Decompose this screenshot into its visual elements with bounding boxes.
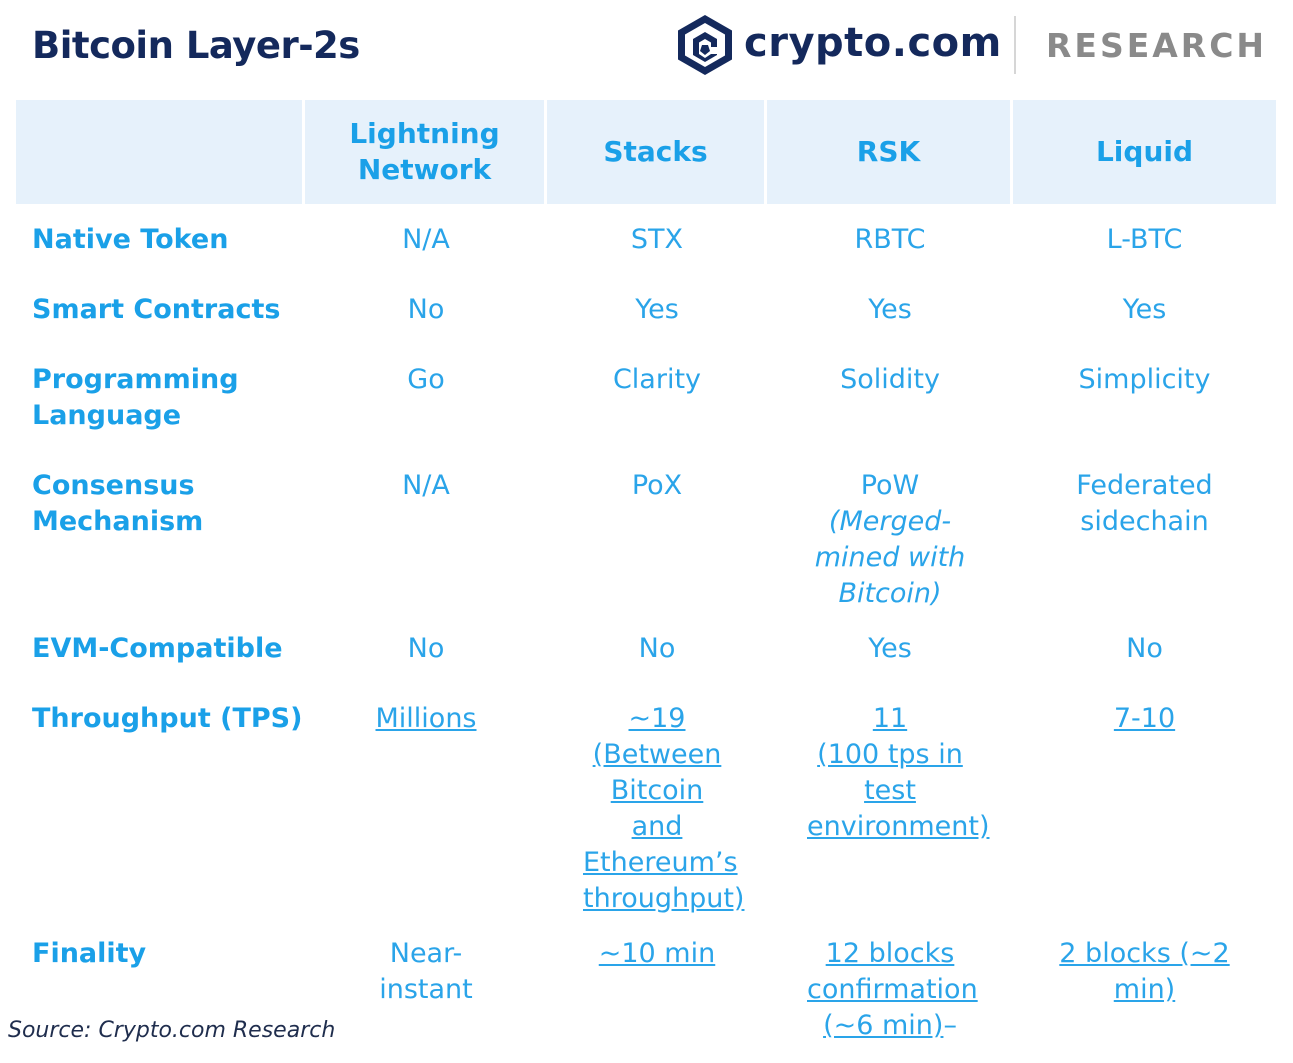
cell-note: (Between Bitcoin and Ethereum’s throughp…	[583, 739, 745, 914]
table-cell: N/A	[305, 450, 547, 613]
crypto-com-logo-icon	[678, 15, 732, 75]
cell-value: Millions	[375, 703, 477, 734]
table-cell: Federated sidechain	[1013, 450, 1276, 613]
table-cell: Simplicity	[1013, 344, 1276, 450]
table-cell: Yes	[767, 274, 1013, 344]
table-cell: Yes	[767, 613, 1013, 683]
cell-value: ~19	[628, 703, 686, 734]
cell-value: No	[638, 633, 676, 664]
cell-value: No	[1126, 633, 1163, 664]
table-row: Finality Near-instant ~10 min 12 blocks con…	[16, 918, 1276, 1048]
cell-value: N/A	[402, 470, 450, 501]
table-cell: Solidity	[767, 344, 1013, 450]
cell-note: (Merged-mined with Bitcoin)	[814, 506, 966, 609]
table-row: Throughput (TPS) Millions ~19 (Between Bitc…	[16, 683, 1276, 918]
cell-link[interactable]: Millions	[345, 701, 507, 737]
cell-link[interactable]: ~10 min	[583, 936, 731, 972]
cell-value: Near-instant	[379, 938, 473, 1005]
corner-header-cell	[16, 100, 305, 204]
table-cell: PoX	[547, 450, 767, 613]
table-row: EVM-Compatible No No Yes No	[16, 613, 1276, 683]
cell-note: (100 tps in test environment)	[807, 739, 990, 842]
row-label: Programming Language	[32, 364, 239, 431]
cell-value: Go	[407, 364, 445, 395]
cell-value: RBTC	[854, 224, 926, 255]
table-cell: 11 (100 tps in test environment)	[767, 683, 1013, 918]
cell-value: PoX	[631, 470, 683, 501]
table-row: Programming Language Go Clarity Solidity Sim…	[16, 344, 1276, 450]
table-cell: Go	[305, 344, 547, 450]
table-row: Smart Contracts No Yes Yes Yes	[16, 274, 1276, 344]
row-label: Finality	[32, 938, 147, 969]
cell-value: No	[407, 633, 445, 664]
table-cell: PoW (Merged-mined with Bitcoin)	[767, 450, 1013, 613]
table-cell: No	[305, 613, 547, 683]
column-header-lightning: Lightning Network	[305, 100, 547, 204]
row-label: Throughput (TPS)	[32, 703, 303, 734]
table-cell: ~10 min	[547, 918, 767, 1048]
table-cell: RBTC	[767, 204, 1013, 274]
table-cell: 7-10	[1013, 683, 1276, 918]
cell-link[interactable]: 7-10	[1043, 701, 1246, 737]
page-title: Bitcoin Layer-2s	[32, 24, 360, 67]
cell-suffix: –	[943, 1010, 957, 1041]
table-cell: Yes	[1013, 274, 1276, 344]
table-row: Native Token N/A STX RBTC L-BTC	[16, 204, 1276, 274]
cell-value: ~10 min	[598, 938, 716, 969]
cell-value: Simplicity	[1078, 364, 1211, 395]
table-cell: Millions	[305, 683, 547, 918]
cell-value: 11	[872, 703, 908, 734]
cell-value: L-BTC	[1106, 224, 1183, 255]
table-cell: No	[547, 613, 767, 683]
cell-value: Yes	[1122, 294, 1167, 325]
cell-link[interactable]: ~19 (Between Bitcoin and Ethereum’s throu…	[583, 701, 745, 917]
table-cell: L-BTC	[1013, 204, 1276, 274]
brand-divider	[1014, 16, 1016, 74]
table-cell: ~19 (Between Bitcoin and Ethereum’s throu…	[547, 683, 767, 918]
row-label: EVM-Compatible	[32, 633, 283, 664]
column-header-rsk: RSK	[767, 100, 1013, 204]
cell-link[interactable]: 12 blocks confirmation (~6 min)	[807, 938, 978, 1041]
cell-value: Yes	[635, 294, 679, 325]
cell-value: 2 blocks (~2 min)	[1059, 938, 1230, 1005]
brand-section: RESEARCH	[1046, 26, 1268, 65]
table-cell: Near-instant	[305, 918, 547, 1048]
cell-link[interactable]: 2 blocks (~2 min)	[1043, 936, 1246, 1008]
row-label: Smart Contracts	[32, 294, 281, 325]
row-label: Consensus Mechanism	[32, 470, 204, 537]
brand-name: crypto.com	[744, 20, 1002, 66]
cell-value: Federated sidechain	[1076, 470, 1213, 537]
table-cell: Clarity	[547, 344, 767, 450]
table-cell: No	[1013, 613, 1276, 683]
row-label: Native Token	[32, 224, 229, 255]
cell-value: Clarity	[612, 364, 702, 395]
comparison-table: Lightning Network Stacks RSK Liquid Nati…	[16, 100, 1276, 1048]
source-caption: Source: Crypto.com Research	[8, 1018, 336, 1043]
table-row: Consensus Mechanism N/A PoX PoW (Merged-mine…	[16, 450, 1276, 613]
header-row: Lightning Network Stacks RSK Liquid	[16, 100, 1276, 204]
table-cell: 12 blocks confirmation (~6 min)–	[767, 918, 1013, 1048]
cell-value: 7-10	[1113, 703, 1176, 734]
cell-link[interactable]: 11 (100 tps in test environment)	[807, 701, 990, 845]
column-header-liquid: Liquid	[1013, 100, 1276, 204]
table-cell: N/A	[305, 204, 547, 274]
cell-value: No	[407, 294, 445, 325]
table-cell: Yes	[547, 274, 767, 344]
brand-logo-group: crypto.com RESEARCH	[676, 12, 1266, 78]
cell-value: Yes	[868, 294, 912, 325]
cell-value: Yes	[868, 633, 912, 664]
cell-value: 12 blocks confirmation (~6 min)	[807, 938, 978, 1041]
column-header-stacks: Stacks	[547, 100, 767, 204]
cell-value: Solidity	[840, 364, 940, 395]
cell-value: STX	[630, 224, 684, 255]
cell-value: N/A	[402, 224, 450, 255]
table-cell: 2 blocks (~2 min)	[1013, 918, 1276, 1048]
table-cell: No	[305, 274, 547, 344]
table-cell: STX	[547, 204, 767, 274]
cell-value: PoW	[860, 470, 920, 501]
